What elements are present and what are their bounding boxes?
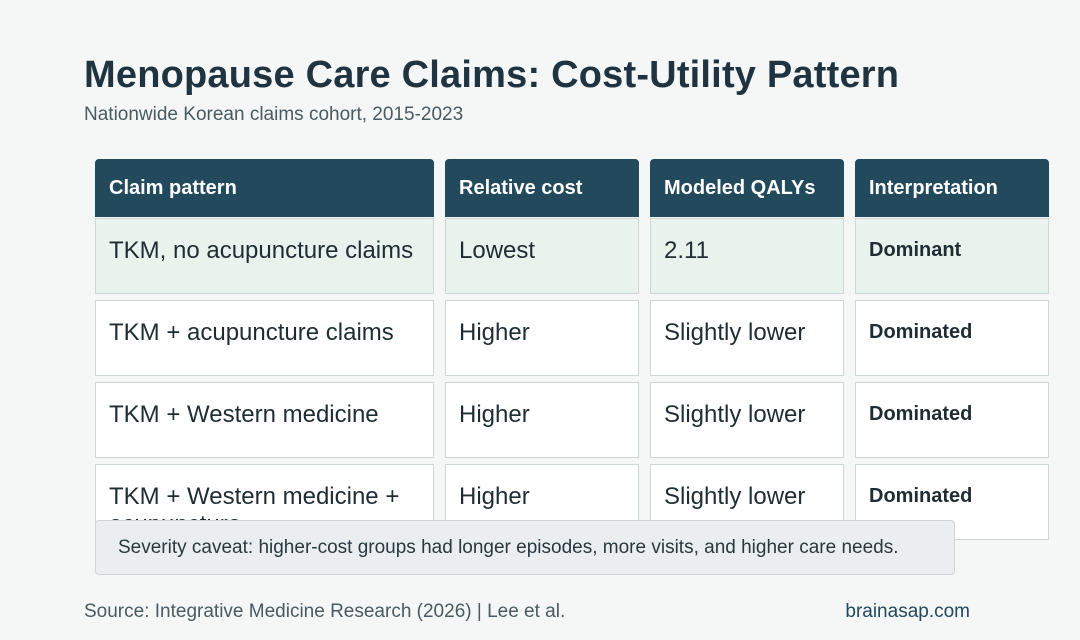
column-header-claim-pattern: Claim pattern bbox=[95, 159, 434, 217]
relative-cost-cell: Lowest bbox=[445, 218, 639, 294]
interpretation-cell: Dominant bbox=[855, 218, 1049, 294]
column-header-modeled-qalys: Modeled QALYs bbox=[650, 159, 844, 217]
claim-pattern-cell: TKM + acupuncture claims bbox=[95, 300, 434, 376]
page-title: Menopause Care Claims: Cost-Utility Patt… bbox=[84, 54, 900, 96]
severity-caveat-note: Severity caveat: higher-cost groups had … bbox=[95, 520, 955, 575]
interpretation-cell: Dominated bbox=[855, 382, 1049, 458]
page-subtitle: Nationwide Korean claims cohort, 2015-20… bbox=[84, 104, 464, 125]
column-header-relative-cost: Relative cost bbox=[445, 159, 639, 217]
source-citation: Source: Integrative Medicine Research (2… bbox=[84, 601, 566, 622]
brand-link[interactable]: brainasap.com bbox=[845, 601, 970, 622]
column-header-interpretation: Interpretation bbox=[855, 159, 1049, 217]
claim-pattern-cell: TKM + Western medicine bbox=[95, 382, 434, 458]
claim-pattern-cell: TKM, no acupuncture claims bbox=[95, 218, 434, 294]
relative-cost-cell: Higher bbox=[445, 300, 639, 376]
modeled-qalys-cell: Slightly lower bbox=[650, 300, 844, 376]
modeled-qalys-cell: Slightly lower bbox=[650, 382, 844, 458]
relative-cost-cell: Higher bbox=[445, 382, 639, 458]
interpretation-cell: Dominated bbox=[855, 300, 1049, 376]
modeled-qalys-cell: 2.11 bbox=[650, 218, 844, 294]
